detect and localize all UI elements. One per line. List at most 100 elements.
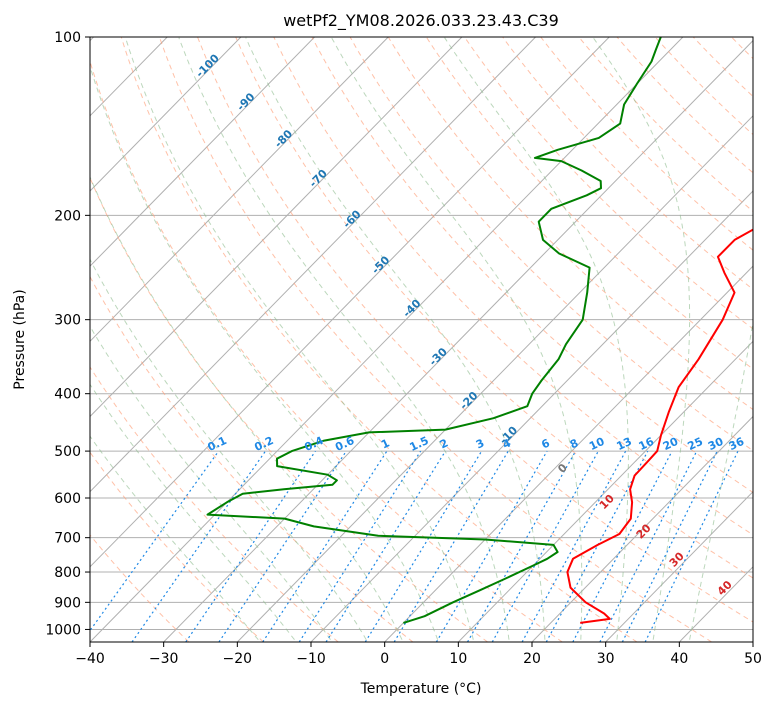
y-tick-label: 200	[54, 208, 81, 224]
y-tick-label: 100	[54, 30, 81, 46]
isotherm-line	[163, 39, 753, 642]
dry-adiabat-line	[90, 366, 339, 642]
isotherm-line	[384, 265, 753, 642]
moist-adiabat-line	[444, 37, 629, 640]
isotherm-label: -10	[497, 424, 520, 447]
isotherm-line	[605, 490, 753, 642]
dry-adiabat-line	[235, 37, 753, 579]
mixing-ratio-line	[466, 450, 577, 642]
x-tick-label: 50	[744, 651, 762, 667]
moist-adiabat-line	[90, 175, 403, 640]
x-tick-label: −40	[75, 651, 105, 667]
chart-title: wetPf2_YM08.2026.033.23.43.C39	[283, 11, 559, 31]
moist-adiabat-line	[90, 435, 259, 641]
isotherm-line	[90, 37, 610, 568]
mixing-ratio-line	[621, 450, 718, 642]
background-guides	[90, 37, 775, 642]
isotherm-line	[90, 37, 463, 418]
isotherm-line	[531, 415, 753, 642]
moist-adiabat-line	[90, 258, 367, 640]
isotherm-label: -50	[369, 253, 392, 276]
isotherm-label: -100	[193, 51, 222, 80]
moist-adiabat-line	[125, 37, 474, 640]
moist-adiabat-label: 0	[555, 461, 570, 476]
dry-adiabat-line	[770, 37, 775, 642]
dry-adiabat-line	[158, 37, 712, 642]
y-tick-label: 500	[54, 444, 81, 460]
moist-adiabat-label: 40	[715, 578, 735, 598]
y-tick-label: 300	[54, 313, 81, 329]
moist-adiabat-line	[331, 37, 583, 640]
mixing-ratio-line	[298, 450, 422, 642]
dry-adiabat-line	[502, 37, 753, 290]
mixing-ratio-label: 1	[379, 436, 391, 451]
isotherm-line	[90, 37, 242, 192]
mixing-ratio-line	[90, 450, 220, 632]
plot-frame	[89, 36, 754, 643]
mixing-ratio-line	[218, 450, 347, 642]
x-tick-label: −30	[149, 651, 179, 667]
series-layer	[206, 37, 753, 624]
x-axis-label: Temperature (°C)	[360, 681, 482, 697]
isotherm-label: -60	[340, 207, 363, 230]
x-tick-label: 10	[449, 651, 467, 667]
mixing-ratio-label: 13	[615, 435, 634, 453]
moist-adiabat-line	[592, 37, 691, 640]
mixing-ratio-label: 30	[706, 435, 726, 453]
dewpoint-profile-line	[206, 37, 662, 624]
y-tick-label: 800	[54, 565, 81, 581]
mixing-ratio-line	[644, 450, 739, 642]
y-tick-label: 1000	[45, 622, 81, 638]
dry-adiabat-line	[90, 534, 190, 642]
y-tick-label: 400	[54, 387, 81, 403]
mixing-ratio-label: 3	[474, 436, 486, 451]
mixing-ratio-line	[599, 450, 698, 642]
mixing-ratio-label: 20	[661, 435, 681, 453]
isotherm-line	[752, 641, 753, 642]
dry-adiabat-line	[692, 37, 753, 98]
mixing-ratio-line	[521, 450, 627, 642]
isotherm-label: -40	[400, 297, 423, 320]
y-tick-label: 900	[54, 595, 81, 611]
isotherm-label: -80	[272, 127, 295, 150]
x-tick-label: 20	[523, 651, 541, 667]
temperature-profile-line	[566, 228, 753, 624]
mixing-ratio-line	[393, 450, 509, 642]
isotherm-label: -90	[234, 90, 257, 113]
dry-adiabat-line	[197, 37, 753, 623]
y-tick-label: 600	[54, 491, 81, 507]
isotherm-line	[236, 115, 753, 642]
isotherm-line	[90, 37, 315, 267]
dry-adiabat-line	[616, 37, 753, 174]
x-tick-label: 0	[380, 651, 389, 667]
dry-adiabat-line	[90, 275, 414, 642]
mixing-ratio-line	[435, 450, 548, 642]
mixing-ratio-label: 10	[587, 435, 607, 453]
dry-adiabat-line	[425, 37, 753, 370]
mixing-ratio-line	[364, 450, 483, 642]
x-tick-label: −10	[296, 651, 326, 667]
dry-adiabat-line	[273, 37, 753, 536]
moist-adiabat-label: 30	[667, 549, 687, 569]
moist-adiabat-line	[90, 325, 331, 640]
moist-adiabat-label: 20	[634, 521, 654, 541]
mixing-ratio-line	[545, 450, 649, 642]
dry-adiabat-line	[90, 176, 488, 642]
dry-adiabat-line	[120, 37, 638, 642]
x-tick-label: 30	[597, 651, 615, 667]
isotherm-label: -70	[307, 167, 330, 190]
mixing-ratio-line	[131, 450, 266, 642]
dry-adiabat-line	[464, 37, 753, 330]
mixing-ratio-label: 2	[438, 436, 450, 451]
moist-adiabat-label: 10	[597, 492, 617, 512]
moist-adiabat-line	[689, 319, 753, 640]
mixing-ratio-label: 36	[727, 435, 747, 453]
mixing-ratio-label: 16	[637, 435, 657, 453]
dry-adiabat-line	[387, 37, 753, 411]
dry-adiabat-line	[311, 37, 753, 494]
x-tick-label: −20	[223, 651, 253, 667]
isotherm-line	[678, 566, 753, 642]
mixing-ratio-line	[572, 450, 673, 642]
